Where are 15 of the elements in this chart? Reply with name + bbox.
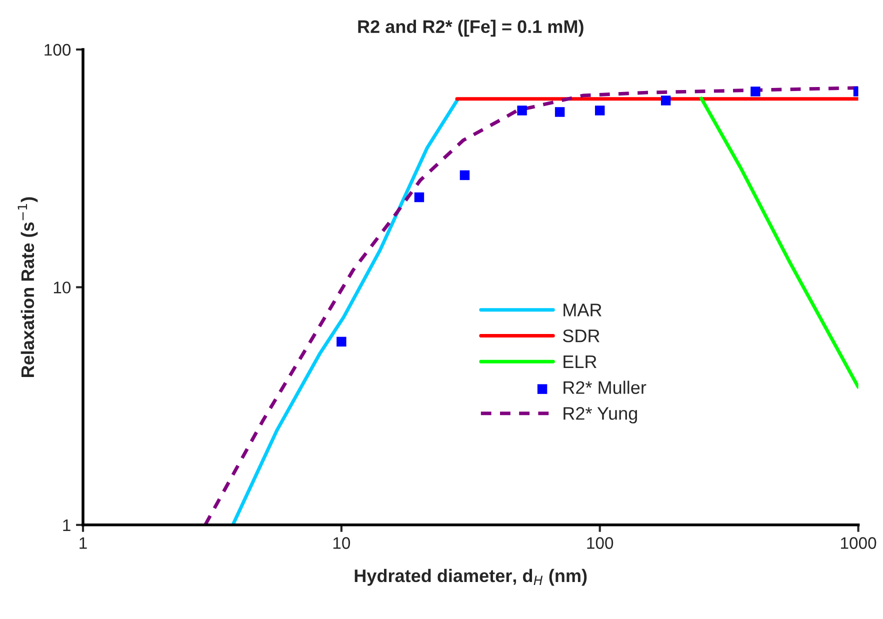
y-tick-label: 10 <box>54 282 71 294</box>
x-tick-label: 1 <box>80 537 87 549</box>
legend-label: R2* Yung <box>564 407 637 424</box>
legend-label: SDR <box>562 329 600 342</box>
legend-label: MAR <box>564 304 602 316</box>
x-axis-title: Hydrated diameter, d$_{H}$ (nm) <box>354 568 587 586</box>
x-tick-label: 1000 <box>841 537 876 549</box>
x-tick-label: 10 <box>333 537 350 549</box>
legend-label: R2* Muller <box>564 380 646 394</box>
y-axis-title: Relaxation Rate (s$^{−1}$) <box>18 197 38 378</box>
chart-title: R2 and R2* ([Fe] = 0.1 mM) <box>358 20 584 37</box>
legend-label: ELR <box>564 356 596 368</box>
y-tick-label: 100 <box>44 44 71 56</box>
x-tick-label: 100 <box>587 537 614 549</box>
y-tick-label: 1 <box>63 519 70 531</box>
